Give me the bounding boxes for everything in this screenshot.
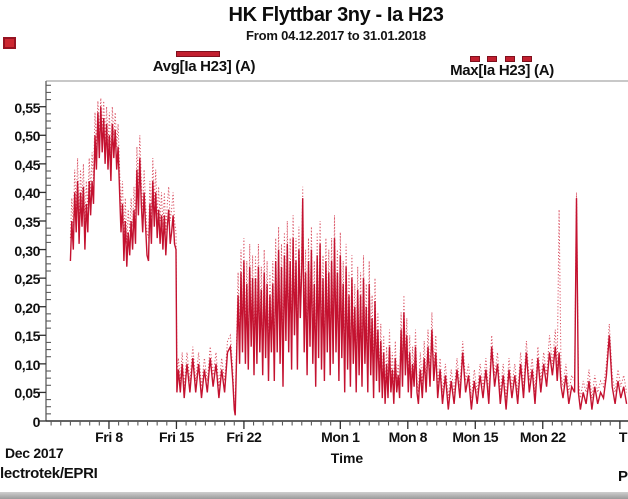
x-tick-label: Fri 15: [158, 429, 194, 445]
y-tick-label: 0,30: [14, 242, 40, 259]
x-tick-label: Mon 1: [321, 429, 360, 445]
chart-title: HK Flyttbar 3ny - Ia H23: [228, 4, 444, 26]
x-axis-title: Time: [330, 450, 364, 466]
y-tick-label: 0,55: [14, 99, 40, 116]
month-label: Dec 2017: [5, 445, 64, 461]
dash-icon: [504, 56, 515, 62]
x-tick-label: Fri 22: [226, 429, 262, 445]
x-tick-label: T: [618, 429, 628, 445]
dash-icon: [470, 56, 480, 62]
y-tick-label: 0,05: [14, 385, 40, 402]
y-tick-label: 0,40: [14, 185, 40, 202]
chart-subtitle: From 04.12.2017 to 31.01.2018: [246, 28, 426, 43]
watermark-electrotek-epri: lectrotek/EPRI: [0, 465, 98, 482]
scan-edge-artifact: [0, 492, 628, 499]
x-tick-label: Fri 8: [95, 429, 123, 445]
y-tick-label: 0,15: [14, 328, 40, 345]
dash-icon: [521, 56, 532, 62]
x-tick-label: Mon 22: [519, 429, 566, 445]
y-tick-label: 0: [32, 414, 41, 430]
x-tick-label: Mon 8: [388, 429, 428, 445]
x-tick-label: Mon 15: [452, 429, 499, 445]
y-tick-label: 0,35: [14, 213, 40, 230]
dash-icon: [487, 56, 498, 62]
legend-max-label: Max[Ia H23] (A): [450, 62, 554, 79]
y-tick-label: 0,45: [14, 156, 40, 173]
partial-right-text: P: [618, 468, 628, 485]
legend-avg-label: Avg[Ia H23] (A): [152, 58, 256, 75]
red-square-scan-mark: [3, 37, 16, 49]
y-tick-label: 0,50: [14, 128, 40, 145]
y-tick-label: 0,10: [14, 356, 40, 373]
y-tick-label: 0,20: [14, 299, 40, 316]
y-tick-label: 0,25: [14, 271, 40, 288]
legend-avg-line-swatch: [176, 51, 220, 57]
legend-max-dash-swatch: [470, 56, 532, 63]
